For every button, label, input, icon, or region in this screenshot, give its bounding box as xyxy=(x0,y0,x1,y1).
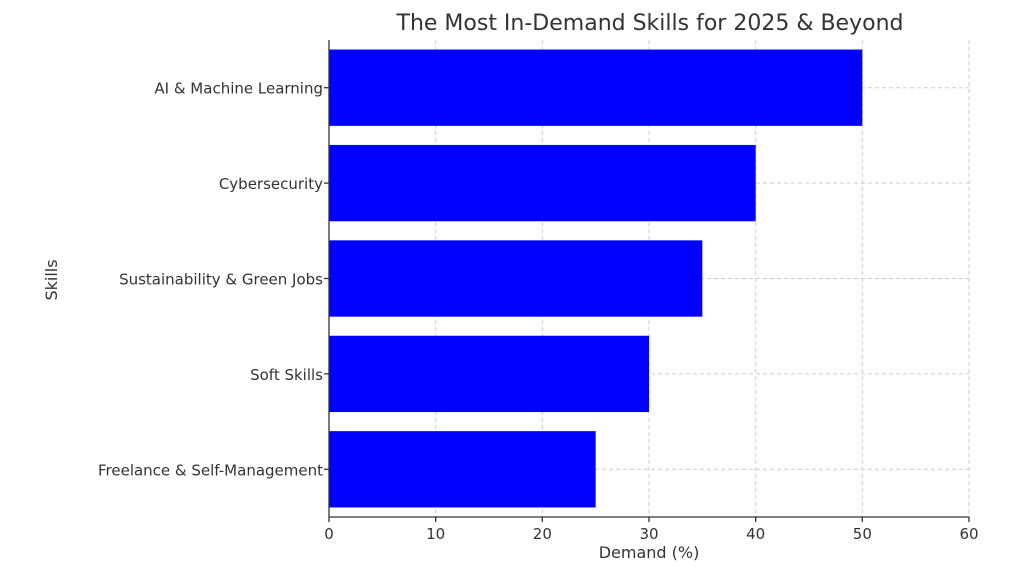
x-tick-label: 0 xyxy=(324,525,334,543)
x-tick-label: 10 xyxy=(426,525,445,543)
x-tick-label: 60 xyxy=(959,525,978,543)
x-tick-label: 20 xyxy=(533,525,552,543)
x-axis-label: Demand (%) xyxy=(599,543,700,562)
y-tick-label: Freelance & Self-Management xyxy=(98,461,323,479)
y-tick-label: AI & Machine Learning xyxy=(154,80,323,98)
bar xyxy=(329,49,863,126)
chart-title: The Most In-Demand Skills for 2025 & Bey… xyxy=(396,11,904,36)
y-tick-label: Cybersecurity xyxy=(219,175,323,193)
bar xyxy=(329,240,703,317)
bar xyxy=(329,144,756,222)
y-tick-label: Soft Skills xyxy=(250,366,323,384)
y-axis-label: Skills xyxy=(42,259,61,300)
x-tick-label: 50 xyxy=(853,525,872,543)
bar xyxy=(329,335,649,413)
x-tick-label: 40 xyxy=(746,525,765,543)
y-tick-label: Sustainability & Green Jobs xyxy=(119,271,323,289)
x-tick-label: 30 xyxy=(639,525,658,543)
bar xyxy=(329,431,596,508)
